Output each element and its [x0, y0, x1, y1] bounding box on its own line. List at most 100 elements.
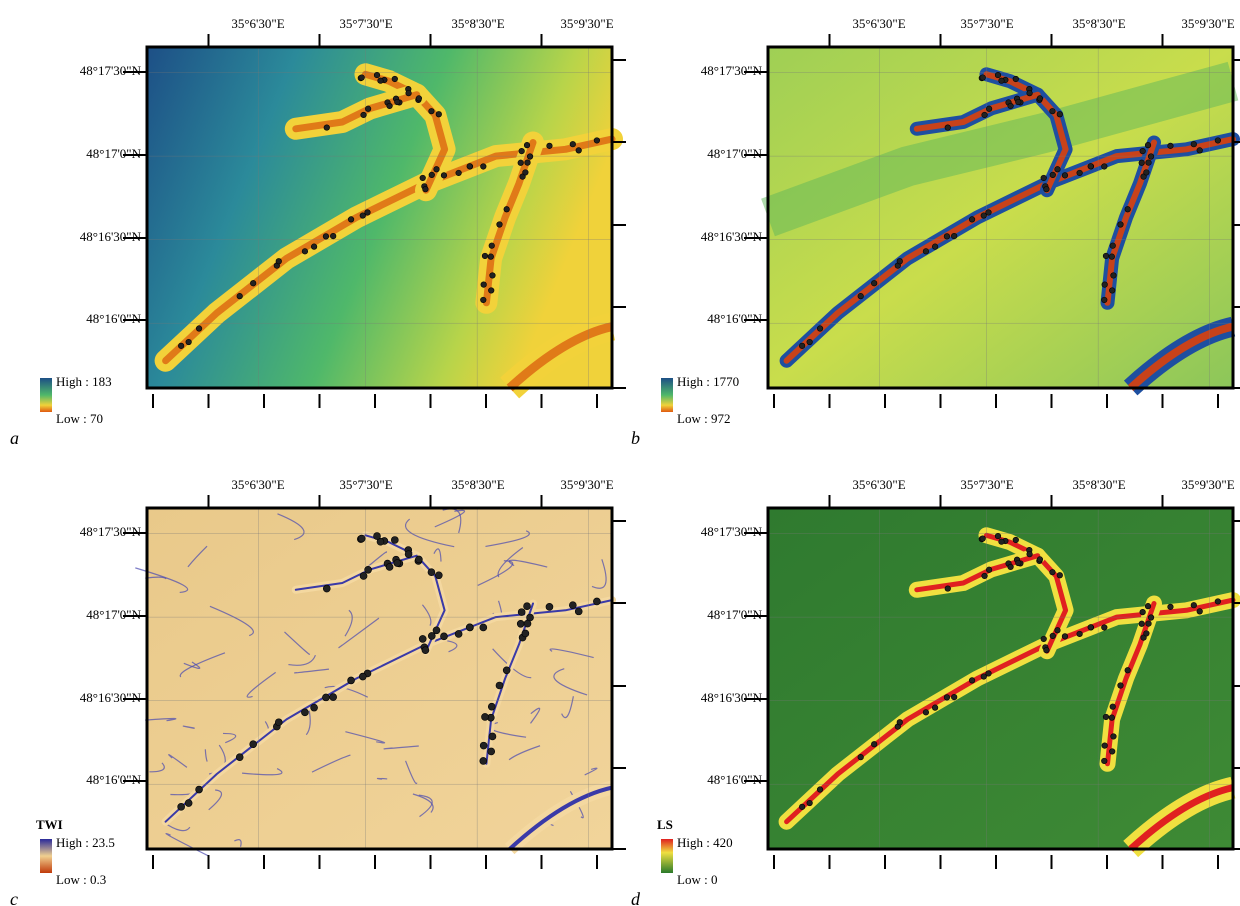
sample-point: [323, 585, 330, 592]
x-coordinate-label: 35°7'30"E: [960, 477, 1013, 492]
sample-point: [323, 234, 329, 240]
sample-point: [524, 142, 530, 148]
sample-point: [489, 243, 495, 249]
y-coordinate-label: 48°16'30"N: [701, 690, 763, 705]
sample-point: [361, 112, 367, 118]
sample-point: [1027, 90, 1033, 96]
sample-point: [986, 567, 992, 573]
sample-point: [999, 539, 1005, 545]
sample-point: [422, 647, 429, 654]
sample-point: [1168, 143, 1174, 149]
sample-point: [466, 624, 473, 631]
sample-point: [178, 343, 184, 349]
x-coordinate-label: 35°8'30"E: [1072, 16, 1125, 31]
sample-point: [1146, 160, 1152, 166]
sample-point: [1015, 560, 1021, 566]
sample-point: [897, 719, 903, 725]
sample-point: [435, 572, 442, 579]
x-coordinate-label: 35°8'30"E: [451, 16, 504, 31]
sample-point: [348, 677, 355, 684]
x-coordinate-label: 35°6'30"E: [231, 16, 284, 31]
sample-point: [387, 103, 393, 109]
sample-point: [1102, 282, 1108, 288]
sample-point: [1027, 551, 1033, 557]
y-coordinate-label: 48°17'0"N: [86, 146, 141, 161]
sample-point: [944, 234, 950, 240]
legend-high: High : 420: [677, 835, 733, 850]
sample-point: [480, 757, 487, 764]
panel-letter: b: [631, 428, 640, 448]
sample-point: [415, 556, 422, 563]
sample-point: [1057, 111, 1063, 117]
y-coordinate-label: 48°16'0"N: [707, 772, 762, 787]
y-coordinate-label: 48°16'30"N: [80, 229, 142, 244]
sample-point: [517, 620, 524, 627]
sample-point: [178, 803, 185, 810]
sample-point: [1088, 164, 1094, 170]
sample-point: [1144, 631, 1150, 637]
sample-point: [982, 573, 988, 579]
sample-point: [496, 682, 503, 689]
sample-point: [897, 258, 903, 264]
legend-ramp: [40, 378, 52, 412]
sample-point: [1139, 160, 1145, 166]
sample-point: [488, 703, 495, 710]
sample-point: [945, 125, 951, 131]
sample-point: [301, 709, 308, 716]
legend-ramp: [661, 839, 673, 873]
sample-point: [482, 253, 488, 259]
sample-point: [923, 249, 929, 255]
sample-point: [359, 673, 366, 680]
sample-point: [575, 608, 582, 615]
sample-point: [378, 78, 384, 84]
map-panel: 35°6'30"E35°7'30"E35°8'30"E35°9'30"E48°1…: [631, 16, 1240, 448]
sample-point: [1008, 564, 1014, 570]
legend-low: Low : 70: [56, 411, 103, 426]
sample-point: [1125, 667, 1131, 673]
sample-point: [374, 72, 380, 78]
sample-point: [391, 536, 398, 543]
sample-point: [481, 713, 488, 720]
legend-title ltitle: TWI: [36, 817, 63, 832]
sample-point: [871, 741, 877, 747]
sample-point: [522, 630, 529, 637]
sample-point: [433, 627, 440, 634]
sample-point: [1102, 743, 1108, 749]
sample-point: [817, 326, 823, 332]
sample-point: [489, 733, 496, 740]
y-coordinate-label: 48°17'30"N: [701, 524, 763, 539]
sample-point: [1055, 627, 1061, 633]
sample-point: [982, 112, 988, 118]
legend-high: High : 23.5: [56, 835, 115, 850]
sample-point: [434, 166, 440, 172]
legend-low: Low : 0: [677, 872, 717, 887]
sample-point: [436, 111, 442, 117]
sample-point: [1139, 621, 1145, 627]
sample-point: [1102, 164, 1108, 170]
sample-point: [1077, 631, 1083, 637]
legend-ramp: [40, 839, 52, 873]
x-coordinate-label: 35°9'30"E: [1181, 477, 1234, 492]
panel-letter: c: [10, 889, 18, 906]
sample-point: [490, 273, 496, 279]
sample-point: [547, 143, 553, 149]
sample-point: [428, 632, 435, 639]
panel-letter: a: [10, 428, 19, 448]
sample-point: [1111, 734, 1117, 740]
sample-point: [1101, 297, 1107, 303]
y-coordinate-label: 48°16'0"N: [707, 311, 762, 326]
sample-point: [1191, 141, 1197, 147]
sample-point: [374, 533, 381, 540]
sample-point: [593, 598, 600, 605]
sample-point: [1125, 206, 1131, 212]
sample-point: [1109, 749, 1115, 755]
x-coordinate-label: 35°7'30"E: [339, 16, 392, 31]
sample-point: [519, 148, 525, 154]
sample-point: [488, 748, 495, 755]
sample-point: [488, 288, 494, 294]
sample-point: [302, 249, 308, 255]
sample-point: [480, 742, 487, 749]
sample-point: [1109, 288, 1115, 294]
sample-point: [1144, 170, 1150, 176]
